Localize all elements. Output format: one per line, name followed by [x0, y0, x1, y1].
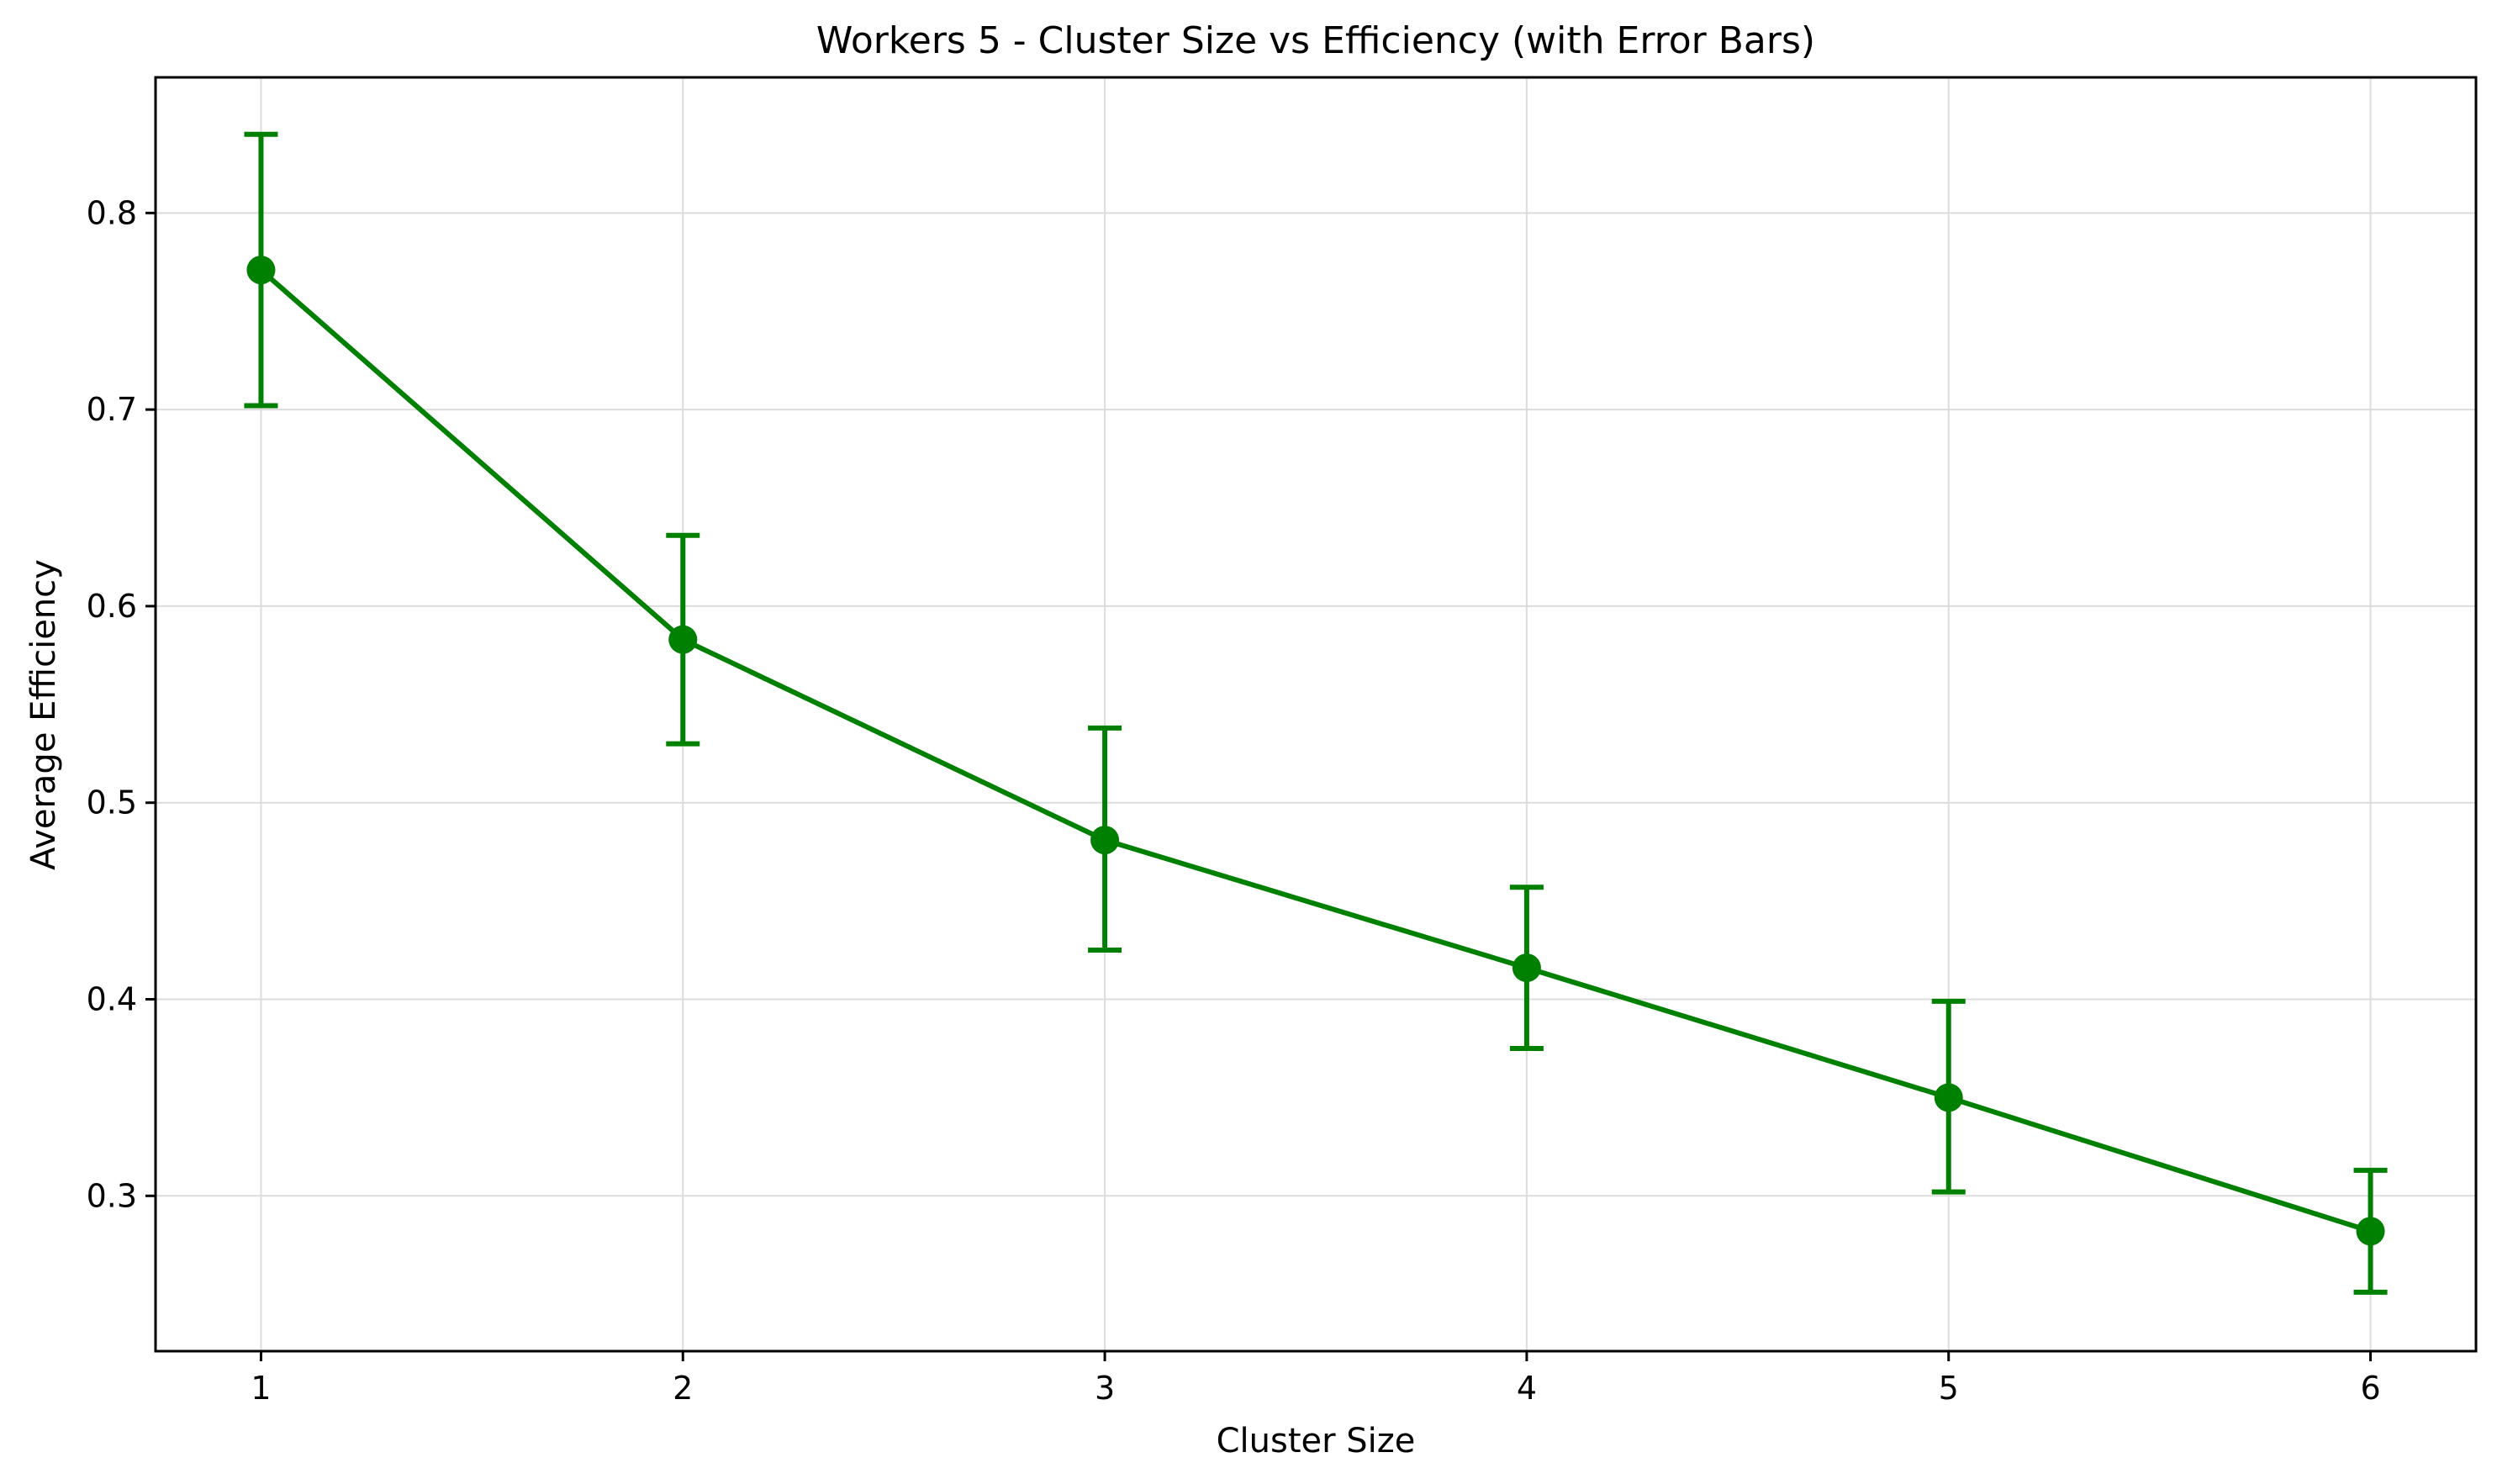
- plot-area: [154, 76, 2478, 1353]
- series-line: [259, 267, 2372, 1234]
- y-axis-label: Average Efficiency: [24, 559, 63, 870]
- data-point: [1090, 826, 1120, 855]
- axis-ticks: 1 2 3 4 5 6 0.3 0.4 0.5 0.6 0.7 0.8: [87, 194, 2381, 1407]
- data-point: [246, 256, 276, 285]
- data-point: [1934, 1083, 1963, 1112]
- x-tick-label: 2: [673, 1370, 693, 1407]
- grid: [156, 77, 2476, 1351]
- y-tick-label: 0.8: [87, 194, 137, 231]
- y-tick-label: 0.4: [87, 981, 137, 1018]
- y-tick-label: 0.7: [87, 391, 137, 428]
- data-point: [1512, 953, 1541, 983]
- y-tick-label: 0.3: [87, 1177, 137, 1214]
- x-tick-label: 6: [2360, 1370, 2380, 1407]
- data-point: [2356, 1217, 2385, 1246]
- x-tick-label: 5: [1939, 1370, 1959, 1407]
- y-tick-label: 0.6: [87, 588, 137, 625]
- x-axis-label: Cluster Size: [1217, 1422, 1416, 1460]
- data-point: [668, 625, 698, 654]
- y-tick-label: 0.5: [87, 784, 137, 821]
- x-tick-label: 3: [1095, 1370, 1115, 1407]
- x-tick-label: 1: [251, 1370, 271, 1407]
- chart-title: Workers 5 - Cluster Size vs Efficiency (…: [816, 19, 1815, 62]
- x-tick-label: 4: [1517, 1370, 1537, 1407]
- data-series: [244, 131, 2388, 1295]
